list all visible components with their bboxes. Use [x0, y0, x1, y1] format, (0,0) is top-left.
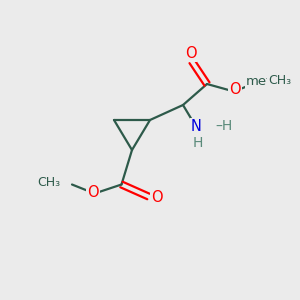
Text: methyl: methyl — [246, 74, 292, 88]
Text: –H: –H — [215, 119, 232, 133]
Text: CH₃: CH₃ — [38, 176, 61, 189]
Text: O: O — [88, 185, 99, 200]
Text: H: H — [192, 136, 203, 150]
Text: O: O — [151, 190, 163, 205]
Text: N: N — [191, 119, 202, 134]
Text: CH₃: CH₃ — [268, 74, 291, 87]
Text: O: O — [185, 46, 196, 61]
Text: O: O — [230, 82, 241, 98]
